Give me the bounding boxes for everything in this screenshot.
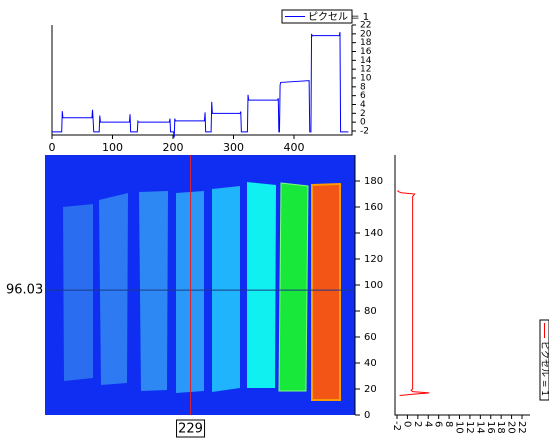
y-tick-label: -2: [360, 127, 369, 137]
y-tick-label: 2: [360, 109, 366, 119]
x-tick-label: 100: [102, 141, 123, 154]
top-axes: [52, 25, 352, 135]
profile-line: [52, 32, 348, 138]
y-tick-label: 160: [364, 202, 383, 213]
x-tick-label: 0: [49, 141, 56, 154]
y-tick-label: 10: [360, 74, 372, 84]
y-tick-label: 0: [360, 118, 366, 128]
y-tick-label: 4: [360, 100, 366, 110]
y-tick-label: 80: [364, 306, 377, 317]
y-tick-label: 60: [364, 332, 377, 343]
x-tick-label: 4: [422, 421, 433, 427]
y-tick-label: 180: [364, 176, 383, 187]
x-tick-label: -2: [391, 421, 402, 431]
x-tick-label: 400: [284, 141, 305, 154]
x-tick-label: 20: [506, 421, 517, 434]
y-tick-label: 6: [360, 91, 366, 101]
y-tick-label: 20: [360, 29, 372, 39]
x-tick-label: 2: [412, 421, 423, 427]
x-tick-label: 12: [464, 421, 475, 434]
x-tick-label: 10: [454, 421, 465, 434]
y-tick-label: 20: [364, 384, 377, 395]
y-tick-label: 16: [360, 47, 372, 57]
v-cursor-label: 229: [178, 422, 203, 437]
profile-line: [398, 190, 429, 395]
x-tick-label: 22: [516, 421, 527, 434]
y-tick-label: 120: [364, 254, 383, 265]
y-tick-label: 0: [364, 410, 370, 421]
image: [45, 155, 355, 415]
screen: 0100200300400-20246810121416182022ピクセル =…: [0, 0, 549, 438]
x-tick-label: 16: [485, 421, 496, 434]
h-cursor-label: 96.03: [6, 283, 43, 298]
y-tick-label: 12: [360, 65, 371, 75]
y-tick-label: 100: [364, 280, 383, 291]
x-tick-label: 300: [223, 141, 244, 154]
x-tick-label: 8: [443, 421, 454, 427]
x-tick-label: 18: [495, 421, 506, 434]
x-tick-label: 200: [163, 141, 184, 154]
x-tick-label: 14: [474, 421, 485, 434]
x-tick-label: 6: [433, 421, 444, 427]
y-tick-label: 140: [364, 228, 383, 239]
legend-label: ピクセル = 1: [308, 11, 369, 23]
x-tick-label: 0: [401, 421, 412, 427]
y-tick-label: 14: [360, 56, 372, 66]
y-tick-label: 8: [360, 82, 366, 92]
y-tick-label: 40: [364, 358, 377, 369]
y-tick-label: 18: [360, 38, 372, 48]
legend-label: ピクセル = 1: [539, 341, 549, 396]
